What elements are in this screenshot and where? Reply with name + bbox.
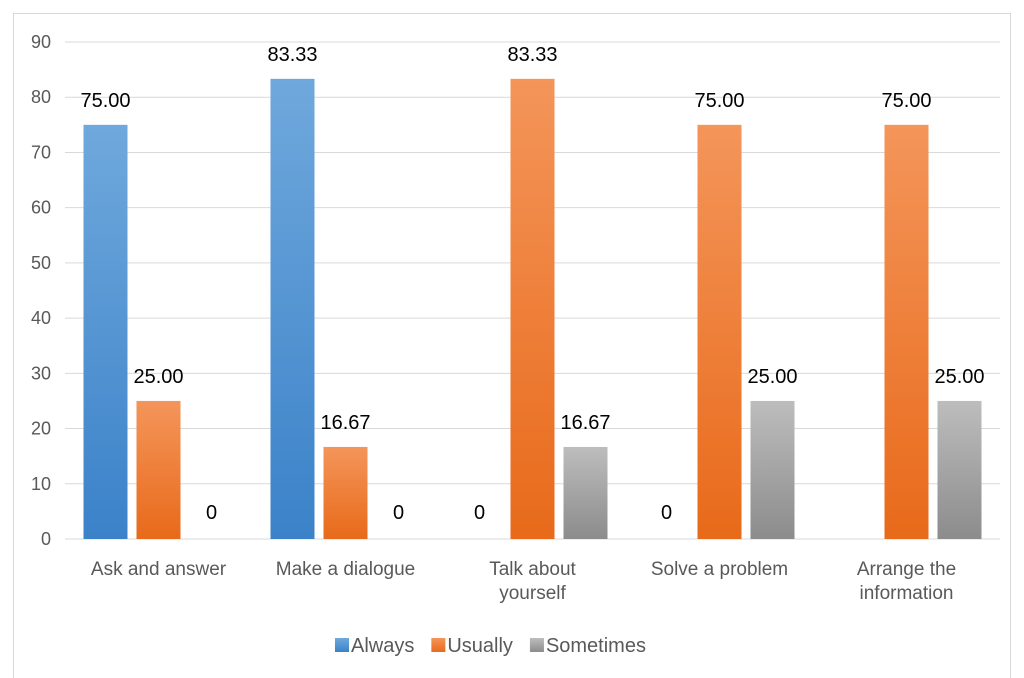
bar-always	[270, 78, 315, 539]
y-tick-label: 10	[31, 474, 51, 494]
bar-always	[83, 124, 128, 539]
x-tick-label: Ask and answer	[91, 559, 227, 580]
x-tick-label: Make a dialogue	[276, 559, 415, 580]
legend-label: Usually	[447, 635, 513, 657]
legend: Always Usually Sometimes	[335, 635, 646, 657]
data-label-usually: 75.00	[881, 90, 931, 112]
data-label-sometimes: 0	[206, 502, 217, 524]
y-tick-label: 30	[31, 363, 51, 383]
legend-item-always: Always	[335, 635, 414, 657]
legend-swatch	[335, 638, 349, 652]
data-label-sometimes: 25.00	[934, 366, 984, 388]
legend-label: Always	[351, 635, 414, 657]
y-tick-label: 80	[31, 87, 51, 107]
legend-swatch	[529, 638, 544, 652]
data-label-always: 75.00	[80, 90, 130, 112]
data-label-sometimes: 16.67	[560, 412, 610, 434]
data-label-usually: 16.67	[320, 412, 370, 434]
legend-swatch	[431, 638, 446, 652]
y-tick-label: 70	[31, 142, 51, 162]
y-tick-label: 40	[31, 308, 51, 328]
data-labels: 75.00 83.33 0 0 25.00 16.67 83.33 75.00 75.00 0 0 1…	[80, 44, 984, 524]
y-tick-label: 60	[31, 198, 51, 218]
x-axis: Ask and answer Make a dialogue Talk about y…	[91, 559, 956, 604]
y-tick-label: 90	[31, 32, 51, 52]
legend-item-usually: Usually	[431, 635, 513, 657]
data-label-sometimes: 25.00	[747, 366, 797, 388]
y-tick-label: 0	[41, 529, 51, 549]
chart-frame	[13, 13, 1011, 678]
y-axis: 0 10 20 30 40 50 60 70 80 90	[31, 32, 51, 549]
bar-usually	[884, 124, 929, 539]
bar-usually	[510, 78, 555, 539]
bars	[83, 78, 982, 539]
data-label-usually: 25.00	[133, 366, 183, 388]
y-tick-label: 50	[31, 253, 51, 273]
data-label-usually: 83.33	[507, 44, 557, 66]
x-tick-label: Solve a problem	[651, 559, 788, 580]
data-label-usually: 75.00	[694, 90, 744, 112]
data-label-sometimes: 0	[393, 502, 404, 524]
legend-item-sometimes: Sometimes	[529, 635, 646, 657]
data-label-always: 0	[661, 502, 672, 524]
data-label-always: 83.33	[267, 44, 317, 66]
bar-usually	[697, 124, 742, 539]
bar-usually	[323, 446, 368, 539]
x-tick-label: Talk about yourself	[489, 559, 576, 604]
bar-sometimes	[750, 400, 795, 539]
legend-label: Sometimes	[546, 635, 646, 657]
y-tick-label: 20	[31, 419, 51, 439]
x-tick-label: Arrange the information	[857, 559, 956, 604]
bar-usually	[136, 400, 181, 539]
bar-sometimes	[563, 446, 608, 539]
bar-sometimes	[937, 400, 982, 539]
data-label-always: 0	[474, 502, 485, 524]
